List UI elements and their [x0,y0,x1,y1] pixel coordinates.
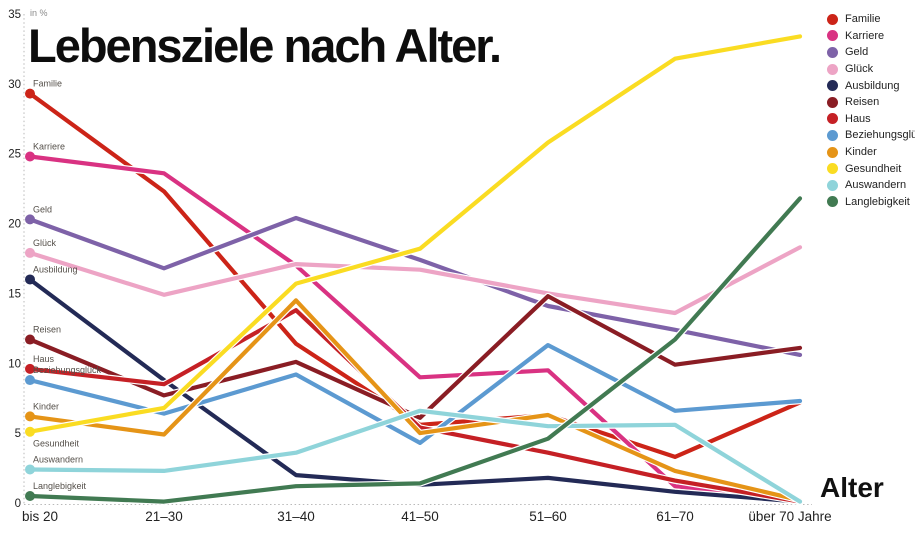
y-tick-label-35: 35 [8,9,21,21]
legend-item-geld: Geld [827,44,915,61]
legend-item-label: Karriere [845,29,885,42]
series-start-label-geld: Geld [33,204,52,214]
series-start-dot-beziehungsgluck [25,375,35,386]
series-start-dot-ausbildung [25,274,35,285]
legend-item-gluck: Glück [827,61,915,78]
series-start-dot-kinder [25,411,35,422]
chart-legend: Familie Karriere Geld Glück Ausbildung Reisen… [827,11,915,210]
y-tick-label-5: 5 [15,428,21,440]
series-line-karriere [27,154,803,503]
legend-item-label: Gesundheit [845,162,902,175]
x-tick-label-: 51–60 [529,509,567,524]
series-start-label-ausbildung: Ausbildung [33,264,78,274]
series-line-reisen [27,294,803,420]
legend-swatch-icon [827,163,838,175]
legend-swatch-icon [827,96,838,108]
y-axis-unit-label: in % [30,8,48,18]
legend-swatch-icon [827,46,838,58]
legend-item-reisen: Reisen [827,94,915,111]
legend-item-label: Reisen [845,96,880,109]
series-start-label-familie: Familie [33,79,62,89]
page-title: Lebensziele nach Alter. [28,19,502,72]
series-start-label-reisen: Reisen [33,325,61,335]
series-start-dot-gesundheit [25,426,35,437]
series-halo-reisen [26,292,804,422]
legend-item-label: Auswandern [845,179,907,192]
series-halo-familie [26,90,804,461]
x-axis-title: Alter [820,472,884,503]
x-tick-label-uberjahre: über 70 Jahre [748,509,831,524]
series-line-geld [27,215,803,357]
legend-item-label: Geld [845,46,869,59]
y-tick-label-20: 20 [8,219,21,231]
series-start-label-beziehungsgluck: Beziehungsglück [33,365,102,375]
series-start-dot-gluck [25,247,35,258]
legend-item-label: Haus [845,112,871,125]
legend-swatch-icon [827,30,838,42]
y-tick-label-10: 10 [8,358,21,370]
legend-swatch-icon [827,146,838,158]
legend-swatch-icon [827,13,838,25]
legend-swatch-icon [827,196,838,208]
legend-item-label: Familie [845,13,881,26]
x-tick-label-bis: bis 20 [22,509,58,524]
series-start-label-gluck: Glück [33,238,57,248]
series-start-label-karriere: Karriere [33,142,65,152]
legend-item-gesundheit: Gesundheit [827,160,915,177]
series-start-label-langlebigkeit: Langlebigkeit [33,481,87,491]
legend-item-label: Glück [845,63,874,76]
legend-item-auswandern: Auswandern [827,177,915,194]
series-start-dot-auswandern [25,464,35,475]
legend-item-label: Ausbildung [845,79,900,92]
series-line-auswandern [27,408,803,504]
legend-item-familie: Familie [827,11,915,28]
series-line-kinder [27,298,803,503]
series-start-dot-haus [25,363,35,374]
legend-swatch-icon [827,129,838,141]
legend-item-karriere: Karriere [827,28,915,45]
x-tick-label-: 21–30 [145,509,183,524]
y-tick-label-0: 0 [15,498,21,510]
legend-swatch-icon [827,63,838,75]
series-start-dot-karriere [25,151,35,162]
series-start-dot-reisen [25,334,35,345]
x-tick-label-: 61–70 [656,509,694,524]
y-tick-label-25: 25 [8,149,21,161]
legend-item-beziehungsgluck: Beziehungsglück [827,127,915,144]
legend-item-label: Kinder [845,146,877,159]
legend-item-ausbildung: Ausbildung [827,77,915,94]
legend-item-label: Langlebigkeit [845,195,910,208]
series-start-dot-geld [25,214,35,225]
series-start-label-kinder: Kinder [33,401,59,411]
series-start-label-haus: Haus [33,354,55,364]
legend-swatch-icon [827,113,838,125]
series-start-label-auswandern: Auswandern [33,454,83,464]
legend-item-label: Beziehungsglück [845,129,915,142]
legend-swatch-icon [827,179,838,191]
series-start-dot-familie [25,88,35,99]
series-line-gesundheit [27,34,803,434]
legend-item-haus: Haus [827,111,915,128]
legend-swatch-icon [827,80,838,92]
series-start-label-gesundheit: Gesundheit [33,439,80,449]
legend-item-langlebigkeit: Langlebigkeit [827,194,915,211]
y-tick-label-15: 15 [8,288,21,300]
series-line-haus [27,308,803,504]
series-line-langlebigkeit [27,196,803,504]
series-line-familie [27,91,803,459]
series-start-dot-langlebigkeit [25,491,35,502]
series-line-beziehungsgluck [27,343,803,445]
x-tick-label-: 41–50 [401,509,439,524]
x-tick-label-: 31–40 [277,509,315,524]
y-tick-label-30: 30 [8,79,21,91]
series-line-gluck [27,245,803,316]
legend-item-kinder: Kinder [827,144,915,161]
